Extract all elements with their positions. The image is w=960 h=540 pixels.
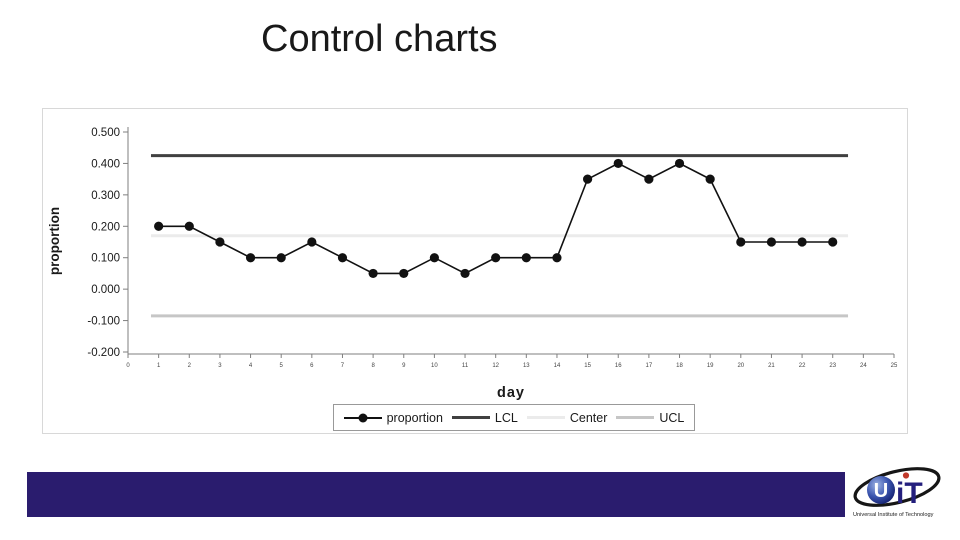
svg-text:23: 23 (829, 363, 836, 369)
svg-text:19: 19 (707, 363, 714, 369)
svg-text:22: 22 (799, 363, 806, 369)
legend-item-ucl: UCL (616, 411, 684, 425)
svg-text:4: 4 (249, 363, 253, 369)
svg-text:7: 7 (341, 363, 345, 369)
logo-red-dot-icon (902, 472, 910, 479)
svg-text:14: 14 (554, 363, 561, 369)
svg-text:0.300: 0.300 (91, 190, 120, 202)
svg-text:-0.100: -0.100 (87, 316, 120, 328)
svg-text:day: day (497, 385, 525, 401)
svg-text:13: 13 (523, 363, 530, 369)
legend-label: LCL (494, 410, 518, 425)
svg-text:20: 20 (737, 363, 744, 369)
svg-text:17: 17 (646, 363, 653, 369)
svg-text:0.200: 0.200 (91, 221, 120, 233)
logo-caption: Universal Institute of Technology (853, 512, 934, 518)
svg-text:18: 18 (676, 363, 683, 369)
center-line-icon (526, 416, 565, 419)
control-chart: 0.500 0.400 0.300 0.200 0.100 0.000 -0.100 -0.2… (42, 108, 908, 434)
svg-text:0: 0 (126, 363, 130, 369)
svg-text:0.000: 0.000 (91, 284, 120, 296)
svg-text:0.500: 0.500 (91, 127, 120, 139)
svg-text:proportion: proportion (47, 207, 62, 275)
chart-legend: proportion LCL Center UCL (333, 404, 695, 431)
svg-text:24: 24 (860, 363, 867, 369)
legend-item-proportion: proportion (343, 410, 443, 425)
legend-label: proportion (386, 410, 443, 425)
legend-label: Center (569, 410, 608, 425)
svg-text:-0.200: -0.200 (87, 347, 120, 359)
svg-text:6: 6 (310, 363, 314, 369)
svg-text:12: 12 (492, 363, 499, 369)
ucl-line-icon (616, 416, 655, 419)
legend-item-lcl: LCL (451, 410, 518, 425)
logo-ball-icon (867, 476, 895, 504)
svg-text:2: 2 (188, 363, 192, 369)
svg-text:0.100: 0.100 (91, 253, 120, 265)
svg-text:11: 11 (462, 363, 469, 369)
svg-text:1: 1 (157, 363, 161, 369)
lcl-line-icon (451, 416, 490, 419)
svg-text:0.400: 0.400 (91, 158, 120, 170)
svg-text:21: 21 (768, 363, 775, 369)
svg-text:3: 3 (218, 363, 222, 369)
slide-title: Control charts (261, 18, 498, 60)
svg-text:15: 15 (584, 363, 591, 369)
svg-text:25: 25 (891, 363, 898, 369)
svg-text:8: 8 (371, 363, 375, 369)
svg-text:5: 5 (280, 363, 284, 369)
legend-item-center: Center (526, 410, 608, 425)
logo-swoosh-icon (853, 467, 941, 507)
svg-text:16: 16 (615, 363, 622, 369)
proportion-line-marker-icon (343, 413, 382, 422)
footer-bar (27, 472, 845, 517)
chart-svg: 0.500 0.400 0.300 0.200 0.100 0.000 -0.100 -0.2… (47, 127, 898, 401)
svg-text:9: 9 (402, 363, 406, 369)
svg-text:10: 10 (431, 363, 438, 369)
logo-letter-u: U (874, 480, 888, 502)
university-logo: U iT Universal Institute of Technology (853, 467, 941, 518)
logo-letters-it: iT (896, 477, 923, 510)
legend-label: UCL (659, 410, 685, 425)
